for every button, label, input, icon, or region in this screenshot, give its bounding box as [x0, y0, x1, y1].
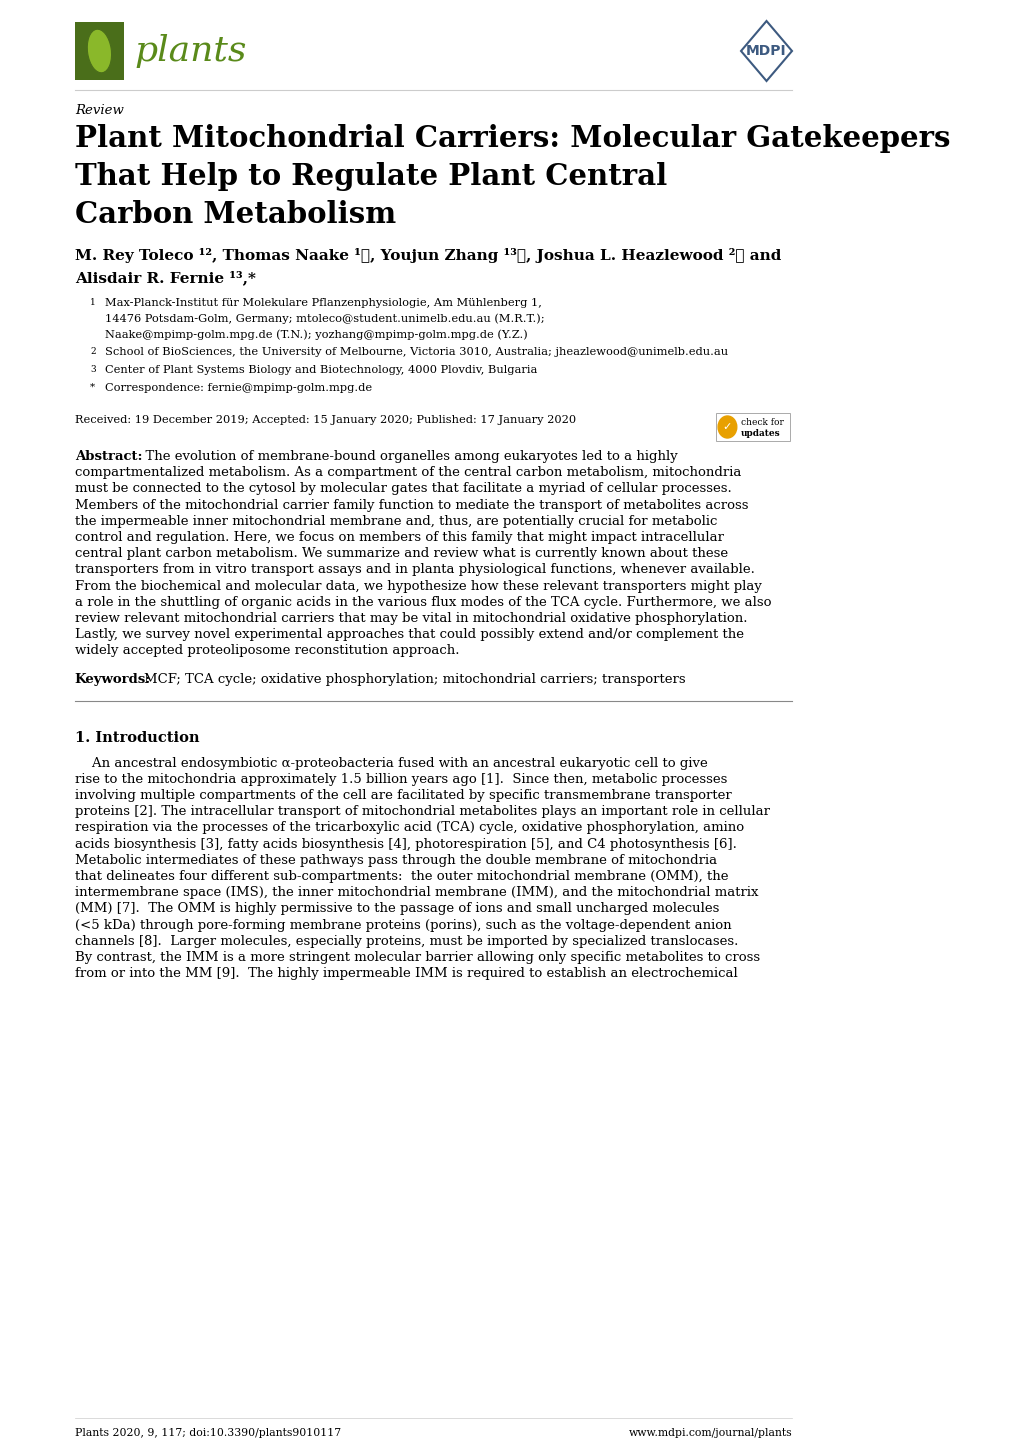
Text: From the biochemical and molecular data, we hypothesize how these relevant trans: From the biochemical and molecular data,…: [74, 580, 761, 593]
Text: (MM) [7].  The OMM is highly permissive to the passage of ions and small uncharg: (MM) [7]. The OMM is highly permissive t…: [74, 903, 718, 916]
Text: Carbon Metabolism: Carbon Metabolism: [74, 200, 395, 229]
Text: Received: 19 December 2019; Accepted: 15 January 2020; Published: 17 January 202: Received: 19 December 2019; Accepted: 15…: [74, 415, 576, 425]
Text: transporters from in vitro transport assays and in planta physiological function: transporters from in vitro transport ass…: [74, 564, 754, 577]
Text: Alisdair R. Fernie ¹³,*: Alisdair R. Fernie ¹³,*: [74, 270, 256, 286]
Text: *: *: [90, 384, 95, 392]
Text: widely accepted proteoliposome reconstitution approach.: widely accepted proteoliposome reconstit…: [74, 645, 459, 658]
Text: updates: updates: [740, 430, 780, 438]
Text: control and regulation. Here, we focus on members of this family that might impa: control and regulation. Here, we focus o…: [74, 531, 723, 544]
Text: compartmentalized metabolism. As a compartment of the central carbon metabolism,: compartmentalized metabolism. As a compa…: [74, 466, 741, 479]
Text: An ancestral endosymbiotic α-proteobacteria fused with an ancestral eukaryotic c: An ancestral endosymbiotic α-proteobacte…: [74, 757, 707, 770]
Circle shape: [717, 415, 736, 438]
Text: from or into the MM [9].  The highly impermeable IMM is required to establish an: from or into the MM [9]. The highly impe…: [74, 968, 737, 981]
Text: ✓: ✓: [722, 423, 732, 433]
Text: Correspondence: fernie@mpimp-golm.mpg.de: Correspondence: fernie@mpimp-golm.mpg.de: [104, 384, 371, 394]
Text: 14476 Potsdam-Golm, Germany; mtoleco@student.unimelb.edu.au (M.R.T.);: 14476 Potsdam-Golm, Germany; mtoleco@stu…: [104, 314, 543, 324]
Text: Lastly, we survey novel experimental approaches that could possibly extend and/o: Lastly, we survey novel experimental app…: [74, 629, 743, 642]
Text: the impermeable inner mitochondrial membrane and, thus, are potentially crucial : the impermeable inner mitochondrial memb…: [74, 515, 716, 528]
Text: M. Rey Toleco ¹², Thomas Naake ¹ⓘ, Youjun Zhang ¹³ⓘ, Joshua L. Heazlewood ²ⓘ and: M. Rey Toleco ¹², Thomas Naake ¹ⓘ, Youju…: [74, 248, 781, 262]
Text: check for: check for: [740, 418, 784, 427]
Text: Naake@mpimp-golm.mpg.de (T.N.); yozhang@mpimp-golm.mpg.de (Y.Z.): Naake@mpimp-golm.mpg.de (T.N.); yozhang@…: [104, 330, 527, 340]
Text: must be connected to the cytosol by molecular gates that facilitate a myriad of : must be connected to the cytosol by mole…: [74, 483, 731, 496]
Text: review relevant mitochondrial carriers that may be vital in mitochondrial oxidat: review relevant mitochondrial carriers t…: [74, 611, 747, 624]
Text: Keywords:: Keywords:: [74, 672, 151, 685]
Text: Review: Review: [74, 104, 123, 117]
Text: www.mdpi.com/journal/plants: www.mdpi.com/journal/plants: [628, 1428, 791, 1438]
Text: rise to the mitochondria approximately 1.5 billion years ago [1].  Since then, m: rise to the mitochondria approximately 1…: [74, 773, 727, 786]
Text: Plant Mitochondrial Carriers: Molecular Gatekeepers: Plant Mitochondrial Carriers: Molecular …: [74, 124, 950, 153]
Text: 3: 3: [90, 365, 96, 375]
Text: proteins [2]. The intracellular transport of mitochondrial metabolites plays an : proteins [2]. The intracellular transpor…: [74, 805, 769, 818]
Text: involving multiple compartments of the cell are facilitated by specific transmem: involving multiple compartments of the c…: [74, 789, 731, 802]
Text: a role in the shuttling of organic acids in the various flux modes of the TCA cy: a role in the shuttling of organic acids…: [74, 596, 770, 609]
Text: That Help to Regulate Plant Central: That Help to Regulate Plant Central: [74, 162, 666, 190]
Text: (<5 kDa) through pore-forming membrane proteins (porins), such as the voltage-de: (<5 kDa) through pore-forming membrane p…: [74, 919, 731, 932]
Text: acids biosynthesis [3], fatty acids biosynthesis [4], photorespiration [5], and : acids biosynthesis [3], fatty acids bios…: [74, 838, 736, 851]
Text: 1. Introduction: 1. Introduction: [74, 731, 199, 744]
Text: Metabolic intermediates of these pathways pass through the double membrane of mi: Metabolic intermediates of these pathway…: [74, 854, 716, 867]
Text: Plants 2020, 9, 117; doi:10.3390/plants9010117: Plants 2020, 9, 117; doi:10.3390/plants9…: [74, 1428, 340, 1438]
Text: Members of the mitochondrial carrier family function to mediate the transport of: Members of the mitochondrial carrier fam…: [74, 499, 748, 512]
Ellipse shape: [88, 29, 111, 72]
FancyBboxPatch shape: [74, 22, 124, 79]
Text: central plant carbon metabolism. We summarize and review what is currently known: central plant carbon metabolism. We summ…: [74, 547, 728, 559]
Text: Max-Planck-Institut für Molekulare Pflanzenphysiologie, Am Mühlenberg 1,: Max-Planck-Institut für Molekulare Pflan…: [104, 298, 541, 309]
Text: that delineates four different sub-compartments:  the outer mitochondrial membra: that delineates four different sub-compa…: [74, 870, 728, 883]
Text: 1: 1: [90, 298, 96, 307]
Text: 2: 2: [90, 348, 96, 356]
Text: respiration via the processes of the tricarboxylic acid (TCA) cycle, oxidative p: respiration via the processes of the tri…: [74, 822, 743, 835]
Text: The evolution of membrane-bound organelles among eukaryotes led to a highly: The evolution of membrane-bound organell…: [137, 450, 677, 463]
Text: channels [8].  Larger molecules, especially proteins, must be imported by specia: channels [8]. Larger molecules, especial…: [74, 934, 738, 947]
Text: By contrast, the IMM is a more stringent molecular barrier allowing only specifi: By contrast, the IMM is a more stringent…: [74, 952, 759, 965]
Text: MDPI: MDPI: [746, 45, 786, 58]
Text: Abstract:: Abstract:: [74, 450, 142, 463]
Text: plants: plants: [135, 35, 247, 68]
Text: MCF; TCA cycle; oxidative phosphorylation; mitochondrial carriers; transporters: MCF; TCA cycle; oxidative phosphorylatio…: [145, 672, 686, 685]
Text: intermembrane space (IMS), the inner mitochondrial membrane (IMM), and the mitoc: intermembrane space (IMS), the inner mit…: [74, 887, 757, 900]
Text: Center of Plant Systems Biology and Biotechnology, 4000 Plovdiv, Bulgaria: Center of Plant Systems Biology and Biot…: [104, 365, 536, 375]
Text: School of BioSciences, the University of Melbourne, Victoria 3010, Australia; jh: School of BioSciences, the University of…: [104, 348, 727, 358]
